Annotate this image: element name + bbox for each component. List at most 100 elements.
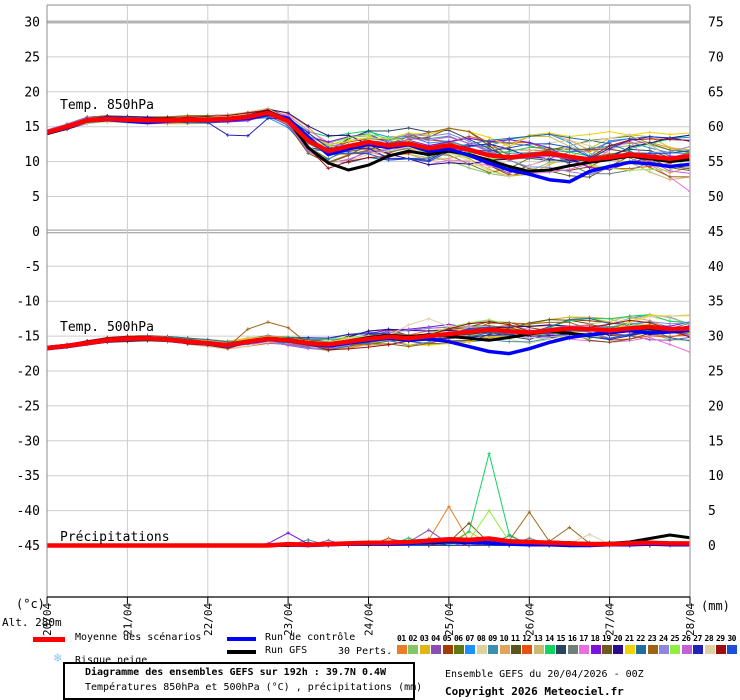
tick-label: 75 (708, 16, 724, 31)
pert-cell: 25 (670, 634, 681, 654)
pert-number: 30 (727, 634, 736, 643)
control-legend-swatch (227, 637, 256, 641)
pert-cell: 14 (545, 634, 556, 654)
tick-label: 30 (708, 330, 724, 345)
pert-number: 19 (602, 634, 611, 643)
pert-swatch (624, 645, 635, 654)
pert-cell: 02 (408, 634, 419, 654)
pert-cell: 06 (453, 634, 465, 654)
pert-swatch (522, 645, 533, 654)
pert-cell: 21 (624, 634, 636, 654)
pert-number: 22 (636, 634, 645, 643)
pert-swatch (488, 645, 499, 654)
pert-number: 12 (522, 634, 531, 643)
pert-swatch (419, 645, 430, 654)
snowflake-icon: ❄ (54, 651, 62, 666)
pert-swatch (545, 645, 556, 654)
pert-swatch (567, 645, 578, 654)
frame-layer (46, 4, 691, 604)
date-label: 20/04 (41, 603, 54, 636)
tick-label: 20 (24, 85, 40, 100)
date-label: 22/04 (202, 603, 215, 636)
tick-label: 30 (24, 16, 40, 31)
tick-label: -45 (17, 539, 40, 554)
tick-label: -25 (17, 399, 40, 414)
pert-number: 16 (567, 634, 577, 643)
pert-swatch (453, 645, 464, 654)
pert-cell: 28 (704, 634, 716, 654)
pert-swatch (670, 645, 681, 654)
grid-layer (46, 5, 691, 597)
pert-cell: 07 (465, 634, 476, 654)
pert-swatch (693, 645, 704, 654)
right-axis-unit: (mm) (701, 599, 730, 613)
tick-label: -10 (17, 295, 40, 310)
pert-swatch (556, 645, 567, 654)
pert-number: 01 (397, 634, 406, 643)
date-label: 24/04 (363, 603, 376, 636)
date-label: 26/04 (523, 603, 536, 636)
pert-cell: 30 (727, 634, 738, 654)
tick-label: 25 (24, 50, 40, 65)
tick-label: 65 (708, 85, 724, 100)
pert-cell: 16 (567, 634, 579, 654)
date-label: 27/04 (604, 603, 617, 636)
pert-number: 15 (556, 634, 566, 643)
pert-swatch (499, 645, 510, 654)
pert-number: 25 (670, 634, 680, 643)
chart-subtitle: Températures 850hPa et 500hPa (°C) , pré… (85, 682, 423, 693)
date-label: 21/04 (121, 603, 134, 636)
pert-cell: 24 (658, 634, 670, 654)
pert-swatch (590, 645, 601, 654)
chart-title: Diagramme des ensembles GEFS sur 192h : … (85, 667, 387, 678)
pert-number: 06 (453, 634, 463, 643)
tick-label: 55 (708, 155, 724, 170)
pert-cell: 27 (693, 634, 704, 654)
run-info: Ensemble GEFS du 20/04/2026 - 00Z (445, 669, 644, 680)
pert-number: 10 (499, 634, 509, 643)
tick-label: 50 (708, 190, 724, 205)
pert-number: 09 (488, 634, 497, 643)
snow-risk-label: Risque neige (75, 655, 148, 666)
pert-number: 21 (624, 634, 634, 643)
date-label: 25/04 (443, 603, 456, 636)
pert-cell: 23 (647, 634, 659, 654)
tick-label: 20 (708, 399, 724, 414)
pert-swatch (408, 645, 419, 654)
pert-number: 18 (590, 634, 600, 643)
pert-number: 05 (442, 634, 452, 643)
pert-swatch (533, 645, 544, 654)
tick-label: -5 (24, 260, 40, 275)
tick-label: -40 (17, 504, 40, 519)
pert-swatch (397, 645, 407, 654)
pert-number: 11 (510, 634, 520, 643)
tick-label: 5 (32, 190, 40, 205)
ensemble-chart: 302520151050-5-10-15-20-25-30-35-40-4575… (17, 4, 724, 636)
tick-label: 0 (32, 225, 40, 240)
pert-swatch (636, 645, 647, 654)
ensemble-mean-line (47, 110, 690, 162)
pert-number: 17 (579, 634, 588, 643)
ensemble-mean-line (47, 324, 690, 351)
pert-number: 13 (533, 634, 543, 643)
pert-number: 08 (476, 634, 486, 643)
pert-swatch (465, 645, 476, 654)
tick-label: 25 (708, 365, 724, 380)
pert-number: 24 (658, 634, 668, 643)
pert-cell: 26 (681, 634, 693, 654)
tick-label: 15 (708, 434, 724, 449)
perts-count-label: 30 Perts. (338, 646, 393, 657)
tick-label: -15 (17, 330, 40, 345)
tick-label: 70 (708, 50, 724, 65)
gfs-legend-label: Run GFS (265, 645, 308, 656)
tick-label: -20 (17, 365, 40, 380)
pert-cell: 05 (442, 634, 454, 654)
series-layer (47, 106, 690, 548)
pert-cell: 03 (419, 634, 431, 654)
pert-swatch (727, 645, 738, 654)
pert-cell: 11 (510, 634, 522, 654)
tick-label: 0 (708, 539, 716, 554)
tick-label: 45 (708, 225, 724, 240)
copyright: Copyright 2026 Meteociel.fr (445, 685, 624, 698)
